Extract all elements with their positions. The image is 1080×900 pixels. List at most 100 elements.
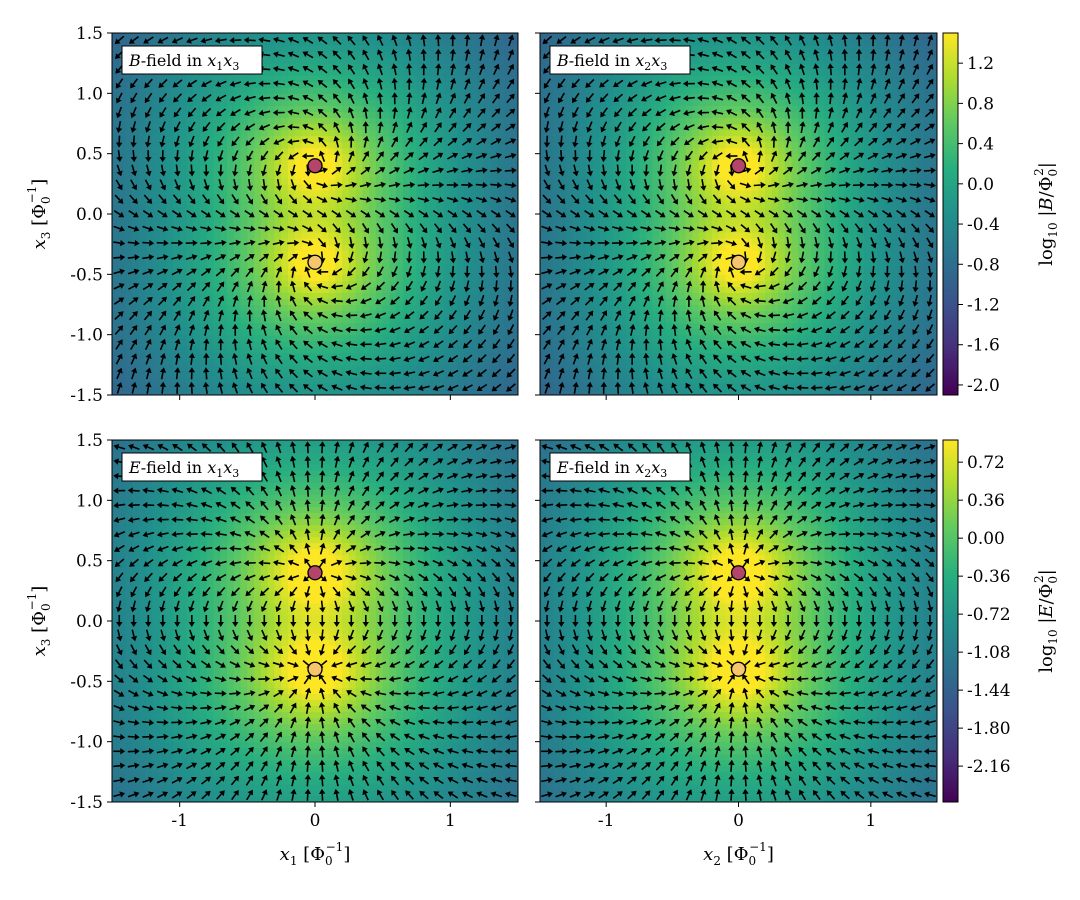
heatmap-cell <box>328 177 336 185</box>
heatmap-cell <box>416 81 424 88</box>
heatmap-cell <box>423 99 431 106</box>
field-arrow <box>287 138 300 145</box>
heatmap-cell <box>220 147 228 155</box>
heatmap-cell <box>220 141 228 149</box>
heatmap-cell <box>511 135 518 143</box>
heatmap-cell <box>511 226 518 233</box>
heatmap-cell <box>463 364 472 372</box>
heatmap-cell <box>553 105 561 113</box>
field-arrow <box>345 181 358 188</box>
heatmap-cell <box>559 75 568 82</box>
field-arrow <box>391 266 398 278</box>
heatmap-cell <box>227 364 235 372</box>
heatmap-cell <box>369 244 377 251</box>
heatmap-cell <box>511 382 518 390</box>
heatmap-cell <box>416 286 424 294</box>
heatmap-cell <box>206 382 215 390</box>
heatmap-cell <box>430 298 438 306</box>
heatmap-cell <box>566 232 574 239</box>
heatmap-cell <box>477 105 485 113</box>
heatmap-cell <box>490 244 499 251</box>
field-arrow <box>231 367 239 380</box>
heatmap-cell <box>328 201 336 209</box>
field-arrow <box>174 324 181 336</box>
heatmap-cell <box>382 69 391 76</box>
heatmap-cell <box>463 57 472 64</box>
heatmap-cell <box>227 298 235 306</box>
heatmap-cell <box>592 376 601 384</box>
heatmap-cell <box>409 129 418 137</box>
heatmap-cell <box>335 135 343 143</box>
heatmap-cell <box>240 147 248 155</box>
field-arrow <box>478 265 485 278</box>
heatmap-cell <box>402 322 411 330</box>
field-arrow <box>391 236 399 249</box>
heatmap-cell <box>599 129 607 137</box>
heatmap-cell <box>423 207 431 215</box>
heatmap-cell <box>227 346 235 354</box>
field-arrow <box>244 254 255 262</box>
field-arrow <box>303 311 313 320</box>
field-arrow <box>144 121 151 133</box>
heatmap-cell <box>477 57 485 64</box>
heatmap-cell <box>477 364 485 372</box>
heatmap-cell <box>301 117 309 125</box>
heatmap-cell <box>490 39 499 46</box>
heatmap-cell <box>450 81 458 88</box>
heatmap-cell <box>125 111 133 119</box>
heatmap-cell <box>233 232 242 239</box>
heatmap-cell <box>166 189 174 197</box>
heatmap-cell <box>193 244 201 251</box>
heatmap-cell <box>348 346 357 354</box>
heatmap-cell <box>436 171 445 179</box>
heatmap-cell <box>260 87 269 94</box>
heatmap-cell <box>553 87 561 94</box>
field-arrow <box>448 339 458 349</box>
field-arrow <box>229 95 242 102</box>
heatmap-cell <box>423 45 431 52</box>
field-arrow <box>303 179 312 190</box>
field-arrow <box>128 283 139 290</box>
heatmap-cell <box>193 207 201 215</box>
field-arrow <box>274 151 284 161</box>
field-arrow <box>318 150 326 162</box>
heatmap-cell <box>612 376 620 384</box>
heatmap-cell <box>490 274 499 281</box>
heatmap-cell <box>612 340 620 348</box>
heatmap-cell <box>423 340 431 348</box>
heatmap-cell <box>375 250 384 257</box>
heatmap-cell <box>335 262 343 269</box>
heatmap-cell <box>416 220 424 227</box>
field-arrow <box>362 121 369 134</box>
heatmap-cell <box>586 346 594 354</box>
heatmap-cell <box>592 117 601 125</box>
heatmap-cell <box>193 352 201 360</box>
heatmap-cell <box>382 39 391 46</box>
heatmap-cell <box>362 45 370 52</box>
heatmap-cell <box>152 286 160 294</box>
heatmap-cell <box>139 171 147 179</box>
heatmap-cell <box>396 93 404 100</box>
heatmap-cell <box>281 75 289 82</box>
field-arrow <box>504 182 517 189</box>
heatmap-cell <box>566 214 574 221</box>
heatmap-cell <box>416 334 424 342</box>
heatmap-cell <box>606 111 614 119</box>
heatmap-cell <box>166 75 174 82</box>
heatmap-cell <box>355 226 363 233</box>
heatmap-cell <box>233 159 242 167</box>
heatmap-cell <box>362 69 370 76</box>
field-arrow <box>258 210 270 218</box>
heatmap-cell <box>355 370 363 378</box>
heatmap-cell <box>193 250 201 257</box>
field-arrow <box>362 35 370 46</box>
heatmap-cell <box>477 214 485 221</box>
heatmap-cell <box>172 87 181 94</box>
heatmap-cell <box>612 322 620 330</box>
heatmap-cell <box>566 75 574 82</box>
heatmap-cell <box>247 376 255 384</box>
field-arrow <box>478 294 485 307</box>
heatmap-cell <box>586 292 594 300</box>
heatmap-cell <box>375 322 384 330</box>
heatmap-cell <box>382 286 391 294</box>
